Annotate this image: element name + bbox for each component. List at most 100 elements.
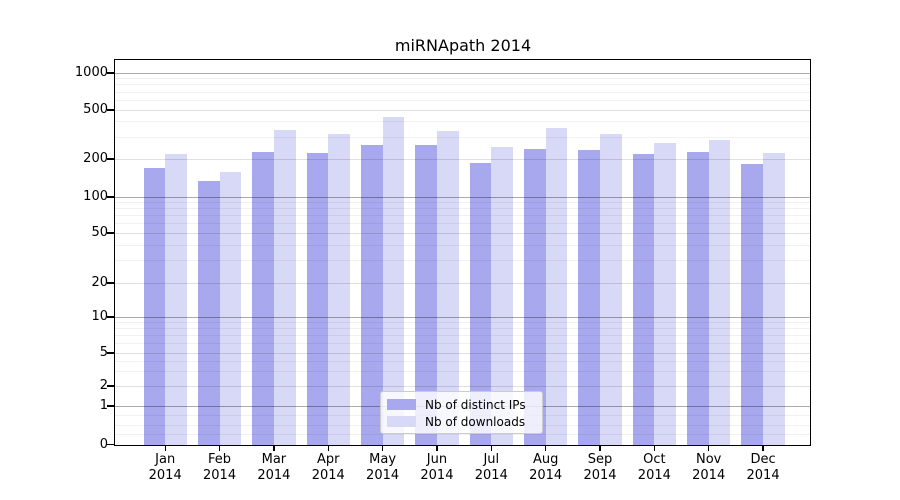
gridline-minor [115, 328, 810, 330]
x-tick-mark-jan-2014 [164, 446, 166, 451]
x-tick-label-sep-2014: Sep 2014 [583, 452, 617, 483]
bar-downloads-may-2014 [382, 116, 405, 445]
gridline-minor [115, 370, 810, 372]
y-tick-label-500: 500 [83, 102, 108, 117]
bar-downloads-sep-2014 [600, 133, 622, 445]
gridline-20 [115, 282, 810, 284]
gridline-200 [115, 158, 810, 160]
gridline-minor [115, 321, 810, 323]
x-tick-mark-dec-2014 [762, 446, 764, 451]
x-tick-mark-may-2014 [381, 446, 384, 451]
gridline-minor [115, 78, 810, 80]
gridline-minor [115, 99, 810, 101]
gridline-10 [115, 316, 810, 318]
gridline-2 [115, 385, 810, 387]
bar-downloads-jul-2014 [491, 147, 513, 445]
x-tick-mark-nov-2014 [708, 446, 710, 451]
plot-border [114, 59, 811, 446]
x-tick-mark-feb-2014 [218, 446, 221, 451]
bar-downloads-aug-2014 [545, 128, 568, 445]
gridline-minor [115, 223, 810, 225]
bar-distinct-ips-nov-2014 [687, 151, 709, 445]
gridline-5 [115, 352, 810, 354]
y-tick-label-2: 2 [99, 378, 108, 393]
y-tick-label-100: 100 [83, 189, 108, 204]
x-tick-label-may-2014: May 2014 [366, 452, 400, 483]
gridline-500 [115, 109, 810, 111]
y-tick-label-1000: 1000 [74, 65, 108, 80]
bar-downloads-apr-2014 [328, 133, 350, 445]
y-tick-label-50: 50 [91, 225, 108, 240]
y-tick-mark-10 [107, 316, 114, 318]
gridline-minor [115, 343, 810, 345]
gridline-minor [115, 260, 810, 262]
y-tick-label-10: 10 [91, 309, 108, 324]
y-tick-label-20: 20 [91, 275, 108, 290]
bar-downloads-jan-2014 [165, 153, 187, 445]
legend-item-downloads: Nb of downloads [387, 413, 536, 430]
x-tick-mark-jun-2014 [436, 446, 438, 451]
bar-distinct-ips-apr-2014 [306, 152, 329, 445]
gridline-minor [115, 434, 810, 436]
bar-distinct-ips-dec-2014 [741, 164, 764, 445]
y-tick-mark-200 [107, 158, 114, 160]
legend-label-downloads: Nb of downloads [425, 414, 526, 429]
y-tick-label-1: 1 [99, 398, 108, 413]
legend-swatch-distinct-ips [387, 399, 416, 410]
x-tick-mark-jul-2014 [490, 446, 492, 451]
gridline-minor [115, 84, 810, 86]
gridline-50 [115, 232, 810, 234]
legend-item-distinct-ips: Nb of distinct IPs [387, 396, 536, 413]
x-tick-mark-aug-2014 [544, 446, 547, 451]
gridline-1000 [115, 72, 810, 74]
bar-downloads-jun-2014 [436, 131, 459, 445]
bar-distinct-ips-mar-2014 [252, 151, 274, 445]
x-tick-label-aug-2014: Aug 2014 [529, 452, 563, 483]
legend-label-distinct-ips: Nb of distinct IPs [425, 397, 526, 412]
bar-downloads-nov-2014 [708, 140, 731, 445]
bar-downloads-mar-2014 [273, 129, 296, 445]
gridline-minor [115, 360, 810, 362]
y-tick-label-0: 0 [99, 436, 108, 452]
y-tick-mark-100 [107, 196, 114, 198]
gridline-minor [115, 215, 810, 217]
bar-distinct-ips-sep-2014 [578, 150, 600, 445]
bar-downloads-feb-2014 [219, 171, 242, 445]
gridline-minor [115, 91, 810, 93]
x-tick-label-dec-2014: Dec 2014 [746, 452, 780, 483]
bar-downloads-oct-2014 [654, 142, 677, 445]
y-tick-mark-20 [107, 282, 114, 284]
y-tick-mark-0 [107, 443, 114, 446]
bar-distinct-ips-aug-2014 [523, 149, 546, 445]
gridline-minor [115, 208, 810, 210]
legend-swatch-downloads [387, 416, 416, 427]
x-tick-mark-mar-2014 [273, 446, 275, 451]
y-tick-mark-2 [107, 385, 114, 387]
x-tick-label-jan-2014: Jan 2014 [148, 452, 182, 483]
bar-distinct-ips-feb-2014 [197, 180, 220, 445]
bar-downloads-dec-2014 [763, 152, 785, 445]
gridline-minor [115, 335, 810, 337]
x-tick-label-nov-2014: Nov 2014 [692, 452, 726, 483]
chart-title: miRNApath 2014 [394, 36, 532, 55]
gridline-100 [115, 196, 810, 198]
x-tick-label-jul-2014: Jul 2014 [474, 452, 508, 483]
bar-distinct-ips-may-2014 [360, 144, 383, 445]
bar-distinct-ips-oct-2014 [632, 153, 655, 445]
x-tick-label-apr-2014: Apr 2014 [311, 452, 345, 483]
y-tick-mark-500 [107, 109, 114, 111]
y-tick-label-200: 200 [83, 151, 108, 166]
x-tick-label-mar-2014: Mar 2014 [257, 452, 291, 483]
gridline-minor [115, 121, 810, 123]
y-tick-mark-5 [107, 352, 114, 354]
y-tick-mark-1 [107, 405, 114, 407]
y-tick-label-5: 5 [99, 345, 108, 360]
y-tick-mark-50 [107, 232, 114, 234]
gridline-minor [115, 201, 810, 203]
gridline-minor [115, 244, 810, 246]
bar-distinct-ips-jan-2014 [143, 167, 166, 445]
bar-distinct-ips-jun-2014 [415, 145, 437, 445]
x-tick-mark-oct-2014 [653, 446, 656, 451]
x-tick-mark-sep-2014 [599, 446, 601, 451]
y-tick-mark-1000 [107, 72, 114, 74]
